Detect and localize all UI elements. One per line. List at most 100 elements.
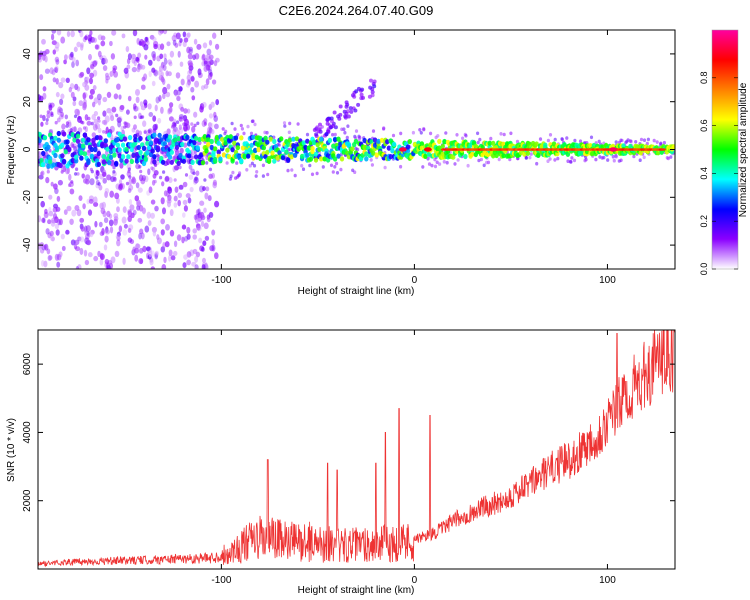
heatmap-cell: [161, 181, 165, 187]
snr-series-line: [38, 330, 675, 568]
heatmap-cell: [372, 137, 378, 143]
heatmap-cell: [188, 164, 193, 170]
heatmap-cell: [96, 161, 102, 167]
heatmap-cell: [186, 233, 191, 240]
snr-panel: -100 0 100 2000 4000 6000 Height of straight…: [6, 329, 676, 596]
heatmap-cell: [187, 197, 192, 204]
heatmap-cell: [153, 43, 158, 50]
heatmap-cell: [141, 145, 147, 151]
heatmap-cell: [206, 48, 212, 56]
heatmap-cell: [82, 92, 87, 100]
heatmap-cell: [157, 132, 162, 138]
heatmap-cell: [174, 186, 179, 193]
heatmap-cell: [178, 113, 184, 120]
heatmap-cell: [144, 36, 148, 42]
heatmap-cell: [79, 30, 84, 38]
heatmap-cell: [94, 44, 99, 50]
heatmap-cell: [230, 121, 234, 126]
heatmap-cell: [553, 158, 557, 162]
heatmap-cell: [250, 161, 254, 166]
heatmap-cell: [93, 147, 98, 153]
heatmap-cell: [205, 161, 209, 165]
heatmap-cell: [508, 157, 512, 162]
heatmap-cell: [214, 134, 220, 140]
heatmap-cell: [261, 174, 265, 178]
heatmap-cell: [110, 256, 116, 264]
heatmap-cell: [60, 233, 65, 240]
heatmap-cell: [89, 30, 93, 36]
heatmap-cell: [286, 141, 291, 147]
heatmap-cell: [106, 107, 112, 114]
colorbar: 0.0 0.2 0.4 0.6 0.8 Normalized spectral ampl…: [699, 29, 749, 275]
heatmap-cell: [356, 86, 361, 91]
heatmap-cell: [173, 202, 178, 208]
heatmap-cell: [90, 121, 94, 126]
snr-x-ticks: -100 0 100: [211, 330, 616, 586]
heatmap-cell: [192, 54, 196, 61]
heatmap-cell: [133, 103, 137, 110]
heatmap-cell: [157, 30, 163, 36]
heatmap-cell: [235, 175, 239, 179]
heatmap-cell: [96, 150, 102, 157]
heatmap-cell: [141, 115, 145, 119]
heatmap-cell: [565, 136, 569, 140]
heatmap-cell: [399, 131, 403, 136]
heatmap-cell: [210, 101, 215, 108]
heatmap-cell: [165, 224, 170, 231]
heatmap-cell: [173, 126, 178, 132]
heatmap-cell: [169, 229, 175, 237]
heatmap-cell: [135, 56, 140, 62]
heatmap-cell: [272, 158, 277, 164]
heatmap-cell: [223, 140, 228, 146]
heatmap-cell: [135, 243, 141, 249]
heatmap-cell: [122, 136, 128, 142]
heatmap-cell: [89, 167, 93, 172]
heatmap-cell: [87, 209, 93, 216]
heatmap-cell: [176, 95, 181, 102]
heatmap-cell: [329, 116, 334, 121]
heatmap-cell: [96, 93, 102, 101]
heatmap-cell: [436, 134, 440, 138]
heatmap-cell: [67, 146, 72, 153]
heatmap-cell: [138, 149, 143, 156]
snr-frame: [37, 329, 676, 570]
heatmap-cell: [38, 242, 42, 250]
heatmap-cell: [177, 199, 181, 207]
heatmap-cell: [183, 108, 188, 114]
heatmap-cell: [175, 72, 181, 79]
heatmap-cell: [173, 90, 179, 98]
heatmap-cell: [42, 114, 46, 122]
heatmap-cell: [186, 153, 192, 159]
heatmap-cell: [179, 61, 184, 67]
heatmap-cell: [102, 96, 108, 103]
heatmap-cell: [369, 78, 373, 83]
heatmap-cell: [632, 154, 636, 159]
heatmap-cell: [102, 110, 107, 117]
heatmap-cell: [499, 132, 503, 136]
heatmap-cell: [113, 176, 117, 181]
heatmap-cell: [292, 143, 298, 149]
heatmap-cell: [69, 83, 75, 90]
heatmap-cell: [315, 142, 320, 148]
heatmap-cell: [54, 120, 58, 125]
heatmap-cell: [95, 122, 101, 130]
heatmap-cell: [235, 161, 239, 165]
heatmap-cell: [186, 108, 191, 114]
heatmap-cell: [75, 167, 79, 171]
heatmap-cell: [249, 142, 254, 148]
heatmap-cell: [161, 207, 167, 215]
heatmap-cell: [451, 154, 456, 160]
heatmap-cell: [249, 131, 254, 136]
heatmap-cell: [433, 157, 437, 162]
heatmap-cell: [186, 32, 191, 38]
heatmap-cell: [137, 52, 142, 59]
heatmap-cell: [174, 149, 180, 156]
heatmap-cell: [245, 168, 249, 172]
heatmap-cell: [129, 146, 134, 153]
heatmap-cell: [361, 95, 365, 100]
heatmap-cell: [148, 59, 153, 66]
heatmap-cell: [100, 142, 105, 148]
heatmap-cell: [340, 127, 344, 132]
heatmap-cell: [173, 137, 178, 143]
heatmap-cell: [41, 38, 46, 45]
